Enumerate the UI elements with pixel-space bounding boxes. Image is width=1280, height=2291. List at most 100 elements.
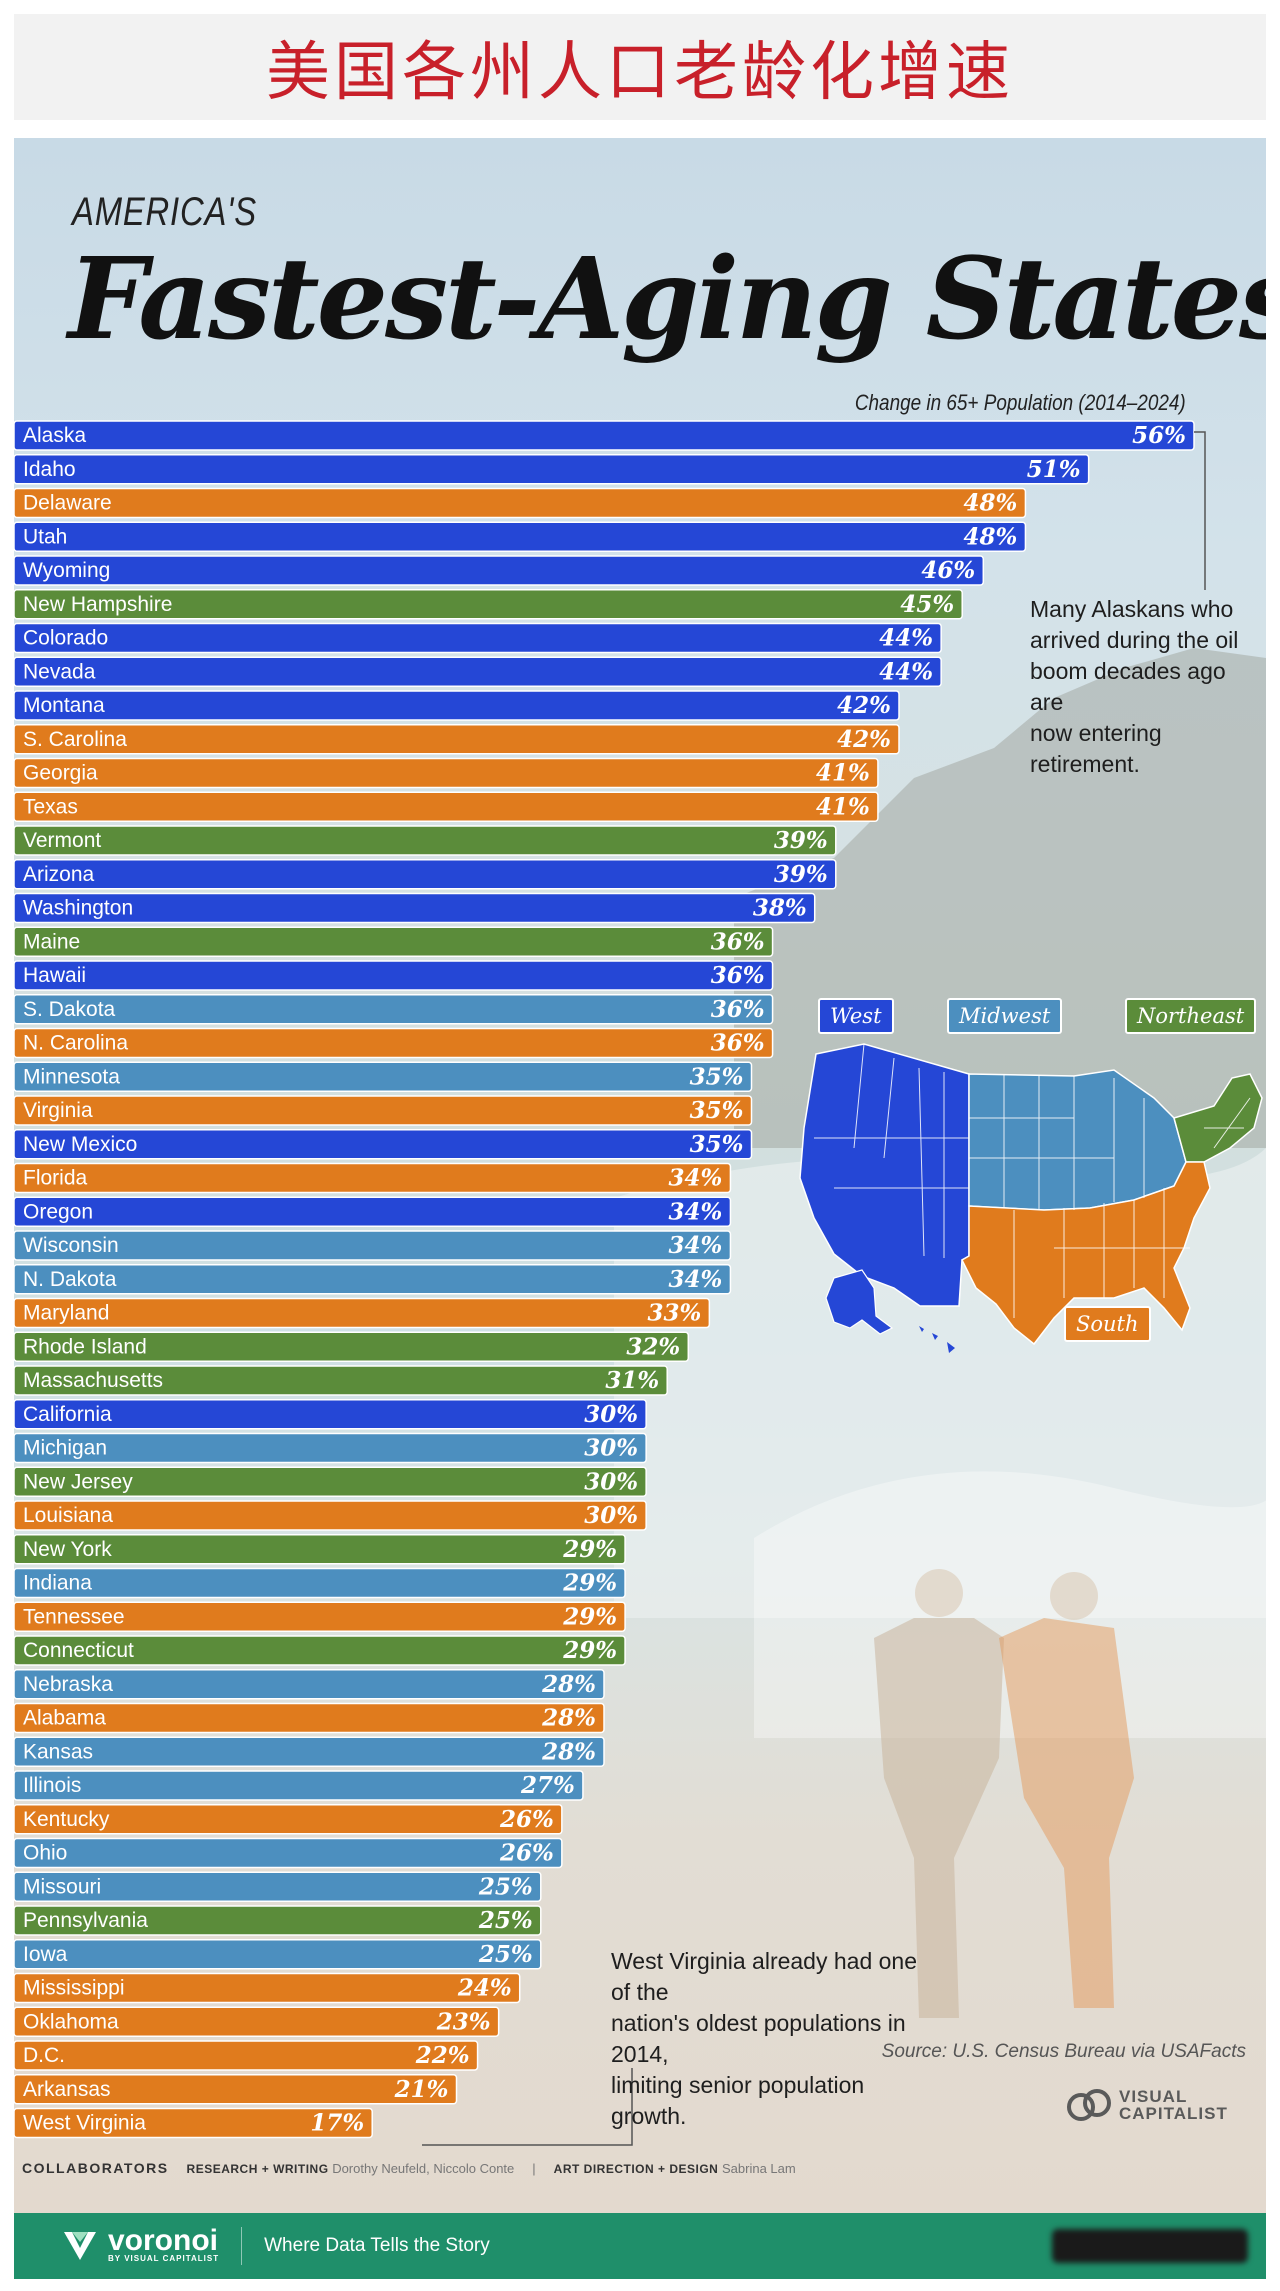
- bar-value-s-carolina: 42%: [837, 726, 891, 753]
- bar-iowa: [14, 1939, 542, 1970]
- bar-value-maryland: 33%: [647, 1300, 701, 1327]
- bar-value-new-jersey: 30%: [584, 1468, 638, 1495]
- bar-new-york: [14, 1534, 626, 1565]
- wv-note-connector: [422, 2068, 633, 2146]
- research-role: RESEARCH + WRITING: [186, 2161, 329, 2176]
- bar-label-delaware: Delaware: [23, 492, 112, 515]
- bar-colorado: [14, 622, 942, 654]
- voronoi-brand-sub: BY VISUAL CAPITALIST: [108, 2254, 220, 2263]
- bar-label-maine: Maine: [23, 930, 80, 953]
- bar-label-kansas: Kansas: [23, 1740, 93, 1763]
- bar-new-hampshire: [14, 589, 963, 620]
- bar-value-washington: 38%: [753, 895, 807, 922]
- voronoi-logo[interactable]: voronoi BY VISUAL CAPITALIST: [108, 2226, 220, 2264]
- bar-illinois: [14, 1770, 584, 1801]
- bar-n-carolina: [14, 1027, 774, 1059]
- bar-value-tennessee: 29%: [562, 1603, 617, 1630]
- bar-nebraska: [14, 1669, 605, 1700]
- collaborators-line: COLLABORATORS RESEARCH + WRITING Dorothy…: [14, 2138, 1266, 2198]
- bar-value-illinois: 27%: [520, 1772, 575, 1799]
- bar-label-new-jersey: New Jersey: [23, 1470, 133, 1493]
- bar-label-n-dakota: N. Dakota: [23, 1268, 117, 1291]
- bar-alabama: [14, 1702, 605, 1734]
- bar-label-mississippi: Mississippi: [23, 1977, 125, 2000]
- bar-label-west-virginia: West Virginia: [23, 2112, 146, 2135]
- collaborators-separator: |: [532, 2160, 536, 2176]
- bar-label-arkansas: Arkansas: [23, 2078, 111, 2101]
- bar-value-new-york: 29%: [562, 1536, 617, 1563]
- alaska-annotation: Many Alaskans who arrived during the oil…: [1030, 596, 1239, 777]
- bar-label-alabama: Alabama: [23, 1707, 106, 1730]
- bar-pennsylvania: [14, 1905, 542, 1936]
- bar-value-montana: 42%: [837, 692, 891, 719]
- research-people: Dorothy Neufeld, Niccolo Conte: [332, 2160, 515, 2176]
- bar-label-idaho: Idaho: [23, 458, 76, 481]
- bar-wyoming: [14, 555, 985, 586]
- bar-kentucky: [14, 1804, 563, 1835]
- design-role: ART DIRECTION + DESIGN: [553, 2161, 719, 2176]
- map-northeast: [1173, 1073, 1263, 1163]
- visual-capitalist-logo-icon: [1067, 2089, 1111, 2121]
- bar-label-illinois: Illinois: [23, 1774, 81, 1797]
- bar-michigan: [14, 1432, 647, 1464]
- bar-value-alaska: 56%: [1132, 422, 1186, 449]
- bar-idaho: [14, 454, 1090, 485]
- bar-value-georgia: 41%: [816, 760, 870, 787]
- bar-value-maine: 36%: [711, 928, 765, 955]
- bar-s-carolina: [14, 724, 900, 755]
- bar-value-colorado: 44%: [879, 625, 933, 652]
- bar-missouri: [14, 1871, 542, 1902]
- bar-georgia: [14, 757, 879, 789]
- bar-new-mexico: [14, 1129, 753, 1160]
- bar-value-oklahoma: 23%: [436, 2008, 491, 2035]
- bar-rhode-island: [14, 1331, 690, 1362]
- bar-arkansas: [14, 2074, 458, 2105]
- legend-south: South: [1064, 1306, 1151, 1342]
- bar-alaska: [14, 420, 1195, 451]
- bar-wisconsin: [14, 1230, 732, 1261]
- bar-value-vermont: 39%: [774, 827, 828, 854]
- bar-label-florida: Florida: [23, 1167, 88, 1190]
- bar-chart: Alaska 56% Idaho 51% Delaware 48% Utah 48% Wyomi…: [14, 420, 1263, 2146]
- chart-kicker: AMERICA'S: [72, 190, 257, 234]
- bar-hawaii: [14, 960, 774, 991]
- bar-new-jersey: [14, 1466, 647, 1497]
- voronoi-brand: voronoi: [108, 2224, 218, 2257]
- bar-value-mississippi: 24%: [457, 1975, 512, 2002]
- bar-mississippi: [14, 1972, 521, 2004]
- bar-label-michigan: Michigan: [23, 1437, 107, 1460]
- bar-s-dakota: [14, 994, 774, 1025]
- bar-label-rhode-island: Rhode Island: [23, 1335, 147, 1358]
- collaborators-label: COLLABORATORS: [22, 2160, 169, 2176]
- bar-california: [14, 1399, 647, 1430]
- bar-label-wisconsin: Wisconsin: [23, 1234, 119, 1257]
- bar-oregon: [14, 1196, 732, 1227]
- bar-label-colorado: Colorado: [23, 627, 108, 650]
- bar-label-montana: Montana: [23, 694, 105, 717]
- bar-label-oregon: Oregon: [23, 1200, 93, 1223]
- bar-value-kentucky: 26%: [499, 1806, 554, 1833]
- bar-connecticut: [14, 1635, 626, 1666]
- bar-value-wisconsin: 34%: [669, 1232, 723, 1259]
- design-people: Sabrina Lam: [721, 2160, 796, 2176]
- bar-label-d-c: D.C.: [23, 2044, 65, 2067]
- bar-value-wyoming: 46%: [921, 557, 975, 584]
- bar-virginia: [14, 1095, 753, 1126]
- bar-d-c: [14, 2040, 479, 2071]
- bar-label-connecticut: Connecticut: [23, 1639, 134, 1662]
- bar-florida: [14, 1162, 732, 1194]
- legend-west: West: [818, 998, 894, 1034]
- bar-value-michigan: 30%: [584, 1435, 638, 1462]
- bar-texas: [14, 791, 879, 822]
- infographic-card: AMERICA'S Fastest-Aging States Change in…: [14, 138, 1266, 2213]
- bar-value-arizona: 39%: [774, 861, 828, 888]
- voronoi-logo-icon[interactable]: [60, 2226, 100, 2266]
- bar-arizona: [14, 859, 837, 890]
- bar-label-ohio: Ohio: [23, 1842, 67, 1865]
- visual-capitalist-logo-text: VISUAL CAPITALIST: [1119, 2087, 1228, 2123]
- bar-value-s-dakota: 36%: [711, 996, 765, 1023]
- bar-label-new-york: New York: [23, 1538, 112, 1561]
- bar-vermont: [14, 825, 837, 856]
- visual-capitalist-logo[interactable]: VISUAL CAPITALIST: [1067, 2087, 1228, 2123]
- alaska-note-connector: [1194, 431, 1206, 590]
